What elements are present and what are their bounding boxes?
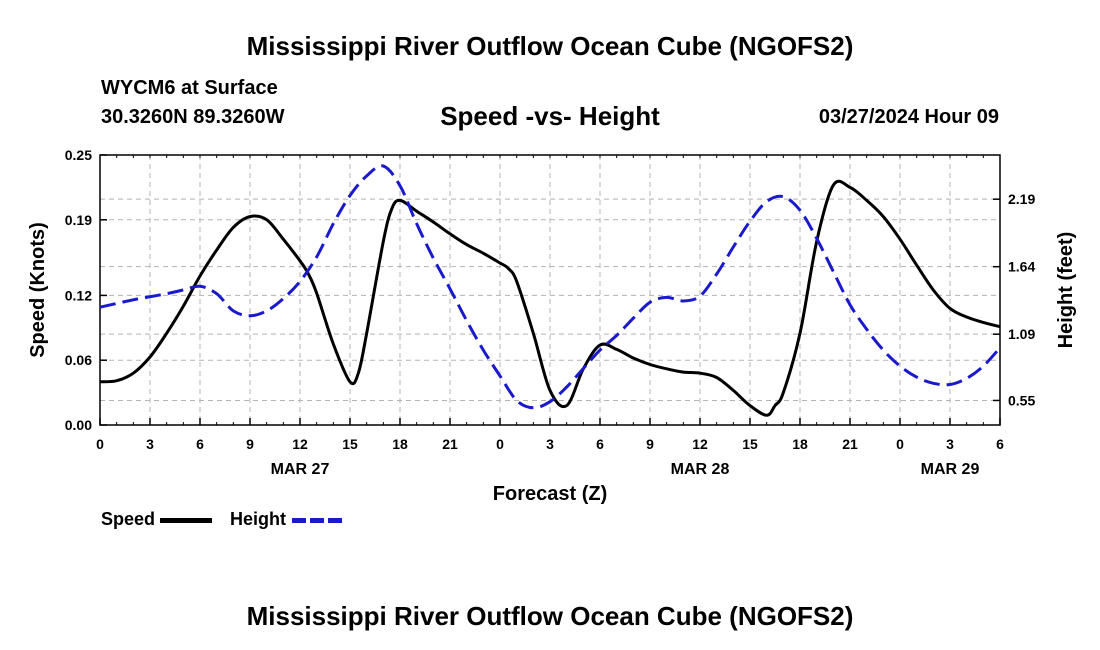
x-tick-label: 21 (842, 436, 858, 452)
x-tick-label: 0 (496, 436, 504, 452)
x-tick-label: 18 (792, 436, 808, 452)
y-tick-label: 0.12 (65, 287, 92, 303)
height-series-line (99, 164, 1002, 410)
x-tick-label: 12 (692, 436, 708, 452)
station-coords: 30.3260N 89.3260W (101, 106, 285, 128)
legend-height-swatch (292, 518, 344, 523)
y-axis-label: Speed (Knots) (27, 222, 49, 358)
date-label: MAR 27 (271, 461, 330, 478)
y2-tick-label: 1.09 (1008, 326, 1035, 342)
x-tick-label: 15 (342, 436, 358, 452)
legend-speed-label: Speed (101, 509, 156, 529)
y2-axis-label: Height (feet) (1055, 232, 1077, 349)
station-label: WYCM6 at Surface (101, 77, 278, 99)
x-tick-label: 6 (596, 436, 604, 452)
x-tick-label: 18 (392, 436, 408, 452)
legend-speed-swatch (160, 518, 212, 523)
x-tick-label: 12 (292, 436, 308, 452)
x-tick-label: 0 (96, 436, 104, 452)
x-tick-label: 3 (546, 436, 554, 452)
chart-subtitle: Speed -vs- Height (440, 101, 660, 131)
x-tick-label: 3 (946, 436, 954, 452)
forecast-datetime: 03/27/2024 Hour 09 (818, 106, 999, 128)
date-label: MAR 29 (921, 461, 980, 478)
y2-tick-label: 1.64 (1008, 259, 1035, 275)
x-tick-label: 21 (442, 436, 458, 452)
x-tick-label: 9 (646, 436, 654, 452)
x-tick-label: 6 (996, 436, 1004, 452)
x-axis-label: Forecast (Z) (493, 483, 607, 505)
legend-height-label: Height (230, 509, 286, 529)
x-tick-label: 15 (742, 436, 758, 452)
y-tick-label: 0.06 (65, 352, 92, 368)
x-tick-label: 0 (896, 436, 904, 452)
speed-series-line (99, 179, 1001, 417)
y-tick-label: 0.00 (65, 417, 92, 433)
x-tick-label: 9 (246, 436, 254, 452)
footer-title: Mississippi River Outflow Ocean Cube (NG… (246, 601, 854, 631)
chart-title: Mississippi River Outflow Ocean Cube (NG… (246, 31, 854, 61)
y-tick-label: 0.25 (65, 147, 92, 163)
y2-tick-label: 0.55 (1008, 392, 1035, 408)
x-tick-label: 6 (196, 436, 204, 452)
date-label: MAR 28 (671, 461, 730, 478)
y2-tick-label: 2.19 (1008, 191, 1035, 207)
x-tick-label: 3 (146, 436, 154, 452)
y-tick-label: 0.19 (65, 212, 92, 228)
